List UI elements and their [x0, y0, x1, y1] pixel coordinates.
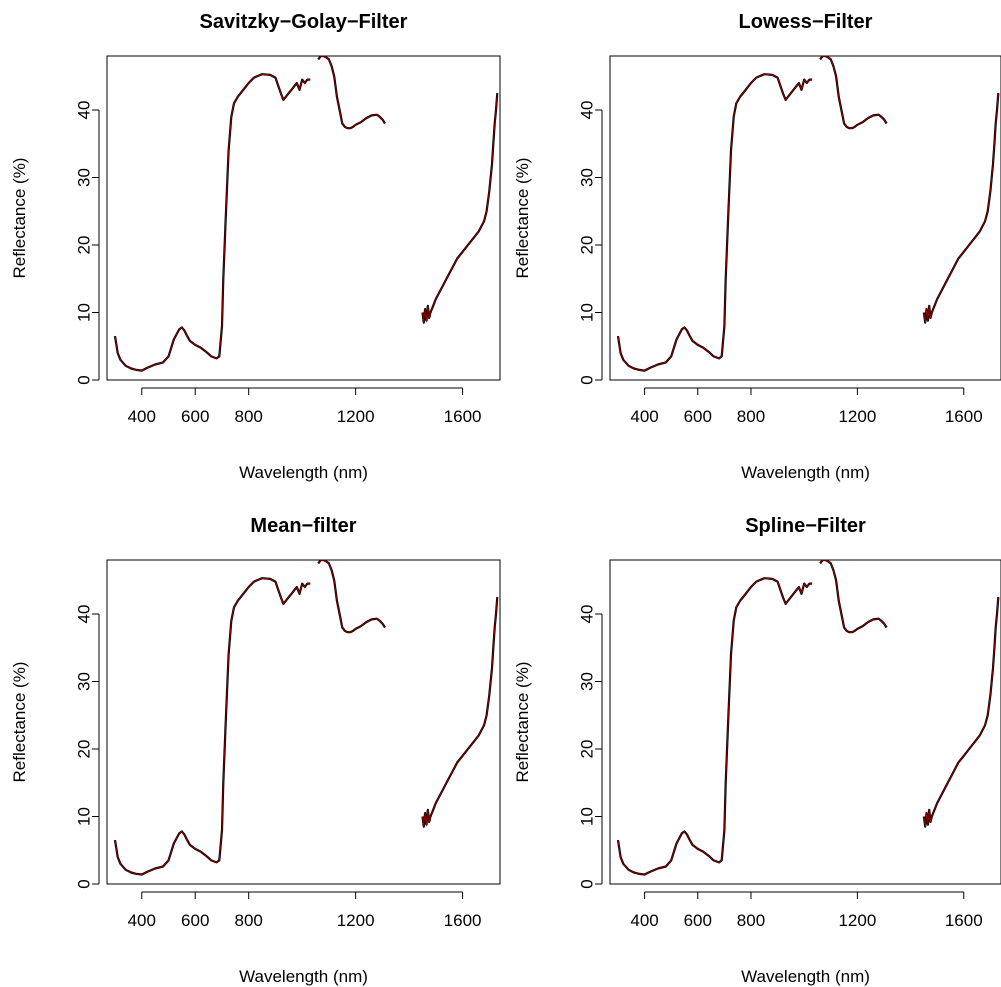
filtered-spectrum-line	[819, 56, 888, 129]
filtered-spectrum-line	[923, 597, 999, 828]
filtered-spectrum-line	[114, 73, 311, 372]
chart-title: Lowess−Filter	[739, 11, 873, 33]
chart-title: Mean−filter	[250, 515, 356, 537]
x-tick-label: 400	[128, 407, 156, 426]
y-tick-label: 0	[577, 375, 596, 384]
x-tick-label: 600	[684, 911, 712, 930]
raw-spectrum-line	[113, 577, 311, 876]
raw-spectrum-line	[616, 73, 813, 372]
raw-spectrum-line	[421, 93, 499, 324]
filtered-spectrum-line	[923, 93, 999, 324]
x-tick-label: 600	[181, 911, 209, 930]
x-tick-label: 800	[737, 407, 765, 426]
x-axis-label: Wavelength (nm)	[239, 967, 368, 986]
x-tick-label: 1200	[838, 407, 876, 426]
chart-panel: Spline−Filter 400 600 800 1200 1600 0 10 20 30 40 W…	[513, 515, 1001, 986]
x-tick-label: 1200	[337, 407, 375, 426]
x-tick-label: 1600	[945, 407, 983, 426]
filtered-spectrum-line	[617, 73, 813, 372]
x-axis-label: Wavelength (nm)	[741, 463, 870, 482]
x-axis-label: Wavelength (nm)	[741, 967, 870, 986]
plot-area	[113, 560, 499, 876]
y-tick-label: 40	[74, 101, 93, 120]
x-tick-label: 1200	[337, 911, 375, 930]
raw-spectrum-line	[616, 577, 813, 876]
y-axis-label: Reflectance (%)	[513, 662, 532, 783]
y-tick-label: 30	[74, 168, 93, 187]
filtered-spectrum-line	[317, 560, 386, 633]
x-tick-label: 400	[128, 911, 156, 930]
plot-area	[616, 56, 1000, 372]
y-tick-label: 40	[74, 605, 93, 624]
plot-frame	[609, 55, 1001, 381]
x-tick-label: 1600	[444, 407, 482, 426]
plot-area	[616, 560, 1000, 876]
x-axis-label: Wavelength (nm)	[239, 463, 368, 482]
y-tick-label: 0	[74, 375, 93, 384]
y-tick-label: 40	[577, 101, 596, 120]
y-axis-label: Reflectance (%)	[513, 158, 532, 279]
filtered-spectrum-line	[422, 597, 498, 828]
raw-spectrum-line	[819, 560, 888, 634]
y-tick-label: 10	[577, 303, 596, 322]
x-tick-label: 400	[630, 911, 658, 930]
x-tick-label: 1200	[838, 911, 876, 930]
chart-panel: Savitzky−Golay−Filter 400 600 800 1200 1600 0 1…	[10, 11, 501, 482]
raw-spectrum-line	[922, 93, 1000, 324]
x-tick-label: 1600	[945, 911, 983, 930]
y-tick-label: 20	[577, 236, 596, 255]
plot-area	[113, 56, 499, 372]
y-axis-label: Reflectance (%)	[10, 158, 29, 279]
x-tick-label: 800	[235, 911, 263, 930]
x-tick-label: 800	[235, 407, 263, 426]
x-tick-label: 400	[630, 407, 658, 426]
chart-title: Savitzky−Golay−Filter	[200, 11, 408, 33]
filtered-spectrum-line	[617, 577, 813, 875]
x-tick-label: 600	[181, 407, 209, 426]
filtered-spectrum-line	[317, 56, 386, 129]
raw-spectrum-line	[819, 56, 888, 130]
plot-frame	[609, 559, 1001, 885]
filtered-spectrum-line	[114, 577, 311, 875]
y-tick-label: 30	[74, 672, 93, 691]
y-tick-label: 10	[577, 807, 596, 826]
y-tick-label: 20	[577, 740, 596, 759]
filtered-spectrum-line	[422, 93, 498, 324]
y-tick-label: 40	[577, 605, 596, 624]
chart-panel: Mean−filter 400 600 800 1200 1600 0 10 20 30 40 Wav…	[10, 515, 501, 986]
raw-spectrum-line	[317, 560, 386, 634]
y-tick-label: 30	[577, 672, 596, 691]
raw-spectrum-line	[317, 56, 386, 130]
y-tick-label: 10	[74, 807, 93, 826]
x-tick-label: 800	[737, 911, 765, 930]
raw-spectrum-line	[421, 597, 499, 828]
raw-spectrum-line	[922, 597, 1000, 828]
y-tick-label: 0	[577, 879, 596, 888]
x-tick-label: 1600	[444, 911, 482, 930]
x-tick-label: 600	[684, 407, 712, 426]
y-tick-label: 30	[577, 168, 596, 187]
chart-panel: Lowess−Filter 400 600 800 1200 1600 0 10 20 30 40 W…	[513, 11, 1001, 482]
y-axis-label: Reflectance (%)	[10, 662, 29, 783]
y-tick-label: 20	[74, 740, 93, 759]
plot-frame	[106, 559, 501, 885]
y-tick-label: 20	[74, 236, 93, 255]
y-tick-label: 10	[74, 303, 93, 322]
raw-spectrum-line	[113, 73, 311, 372]
y-tick-label: 0	[74, 879, 93, 888]
plot-frame	[106, 55, 501, 381]
filtered-spectrum-line	[819, 560, 888, 633]
chart-title: Spline−Filter	[745, 515, 866, 537]
